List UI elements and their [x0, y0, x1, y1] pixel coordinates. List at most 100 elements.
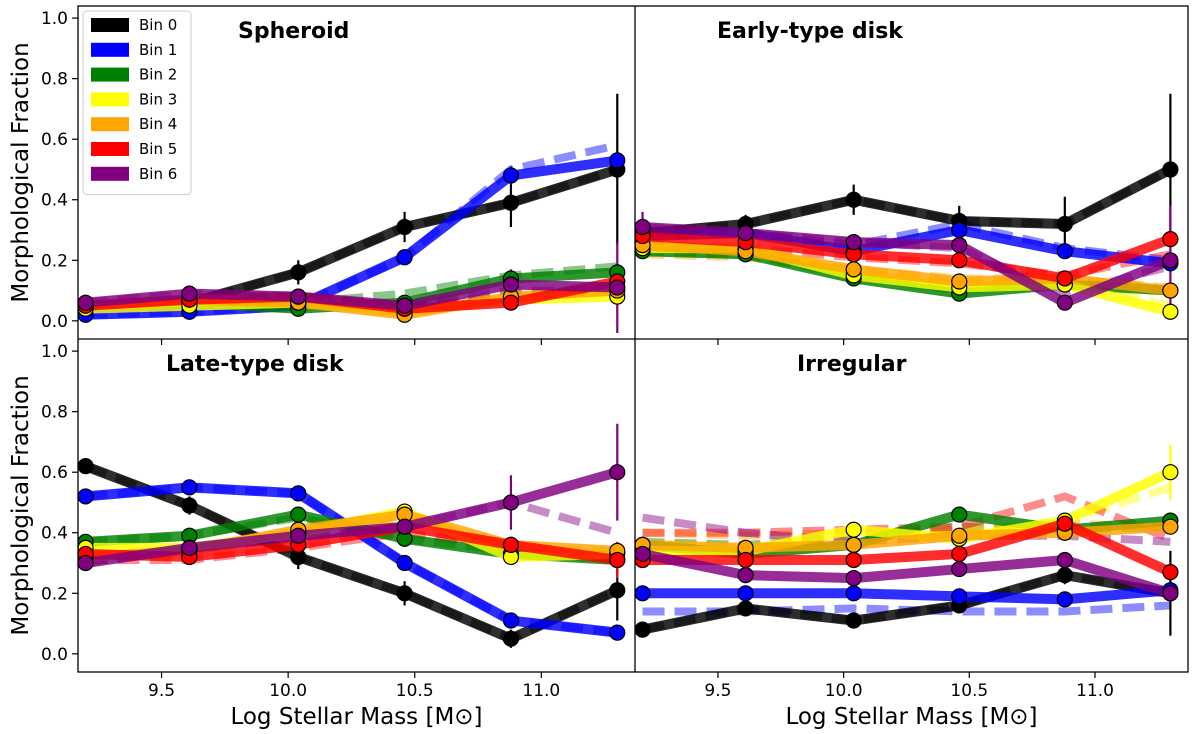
legend-swatch-bin-2 [91, 67, 129, 82]
series-line-bin-5 [642, 518, 1173, 577]
y-tick-label: 0.8 [41, 403, 68, 423]
x-tick-label: 9.5 [148, 681, 175, 701]
panel-title: Irregular [797, 352, 907, 377]
data-point [181, 497, 198, 514]
plot-region [635, 444, 1179, 638]
data-point [1056, 243, 1073, 260]
panel-late-type-disk: 9.5 10.0 10.5 11.0 0.0 0.2 0.4 0.6 0.8 1.0 Late-t… [41, 342, 626, 701]
axis-ticks: 0.0 0.2 0.4 0.6 0.8 1.0 [41, 9, 542, 345]
data-point [1162, 303, 1179, 320]
data-point [609, 551, 626, 569]
data-point [845, 570, 862, 587]
data-point [502, 194, 520, 211]
legend-swatch-bin-0 [91, 18, 129, 32]
y-tick-label: 0.6 [41, 463, 68, 483]
data-point [502, 294, 520, 311]
data-point [396, 554, 413, 572]
data-point [396, 249, 413, 266]
panel-irregular: 9.5 10.0 10.5 11.0 Irregular [635, 352, 1179, 701]
data-point [951, 560, 968, 578]
data-point [1162, 231, 1179, 248]
legend-swatch-bin-5 [91, 142, 129, 156]
data-point [951, 252, 968, 269]
data-point [635, 218, 651, 236]
series-line-bin-0 [83, 461, 620, 644]
data-point [78, 294, 94, 311]
data-point [609, 624, 626, 641]
x-axis-label: Log Stellar Mass [M⊙] [785, 704, 1037, 730]
panel-title: Early-type disk [717, 19, 904, 44]
legend-label: Bin 4 [139, 115, 177, 133]
data-point [845, 551, 862, 569]
y-tick-label: 0.2 [41, 251, 68, 271]
y-axis-label: Morphological Fraction [8, 375, 34, 635]
series-line-bin-6 [641, 549, 1172, 599]
axes-frame [77, 5, 1189, 673]
data-point [1162, 464, 1179, 481]
series-line-bin-0 [642, 165, 1173, 239]
plot-region [635, 93, 1179, 320]
data-point [951, 221, 968, 239]
plot-region [78, 93, 626, 333]
data-point [502, 612, 520, 629]
data-point [396, 297, 413, 314]
data-point [1056, 551, 1073, 569]
y-tick-label: 0.2 [41, 584, 68, 604]
series-line-bin-1 [642, 585, 1171, 605]
data-point [737, 224, 754, 242]
data-point [290, 264, 307, 281]
data-point [502, 494, 520, 511]
y-tick-label: 1.0 [41, 342, 68, 362]
data-point [951, 237, 968, 254]
data-point [609, 152, 626, 169]
data-point [78, 554, 94, 572]
y-tick-label: 0.4 [41, 191, 68, 211]
x-tick-label: 11.0 [1076, 681, 1114, 701]
data-point [290, 506, 307, 523]
y-tick-label: 0.8 [41, 70, 68, 90]
data-point [951, 527, 968, 544]
data-point [845, 585, 862, 602]
series-line-bin-0 [641, 570, 1172, 635]
data-point [1162, 518, 1179, 535]
data-point [1162, 563, 1179, 581]
data-point [737, 567, 754, 584]
y-tick-label: 0.4 [41, 524, 68, 544]
data-point [502, 167, 520, 184]
data-point [951, 273, 968, 290]
data-point [635, 621, 651, 638]
legend: Bin 0 Bin 1 Bin 2 Bin 3 Bin 4 Bin 5 Bin 6 [82, 10, 192, 196]
data-point [78, 458, 94, 475]
data-point [290, 527, 307, 544]
x-tick-label: 11.0 [522, 681, 560, 701]
data-point [609, 582, 626, 599]
data-point [737, 585, 754, 602]
legend-swatch-bin-3 [91, 92, 129, 107]
data-point [1162, 252, 1179, 269]
panel-title: Late-type disk [166, 352, 345, 377]
panel-early-type-disk: Early-type disk [635, 19, 1179, 345]
legend-swatch-bin-6 [91, 166, 129, 181]
data-point [78, 488, 94, 505]
data-point [951, 545, 968, 563]
legend-swatch-bin-1 [91, 42, 129, 57]
data-point [845, 261, 862, 278]
data-point [845, 536, 862, 553]
data-point [737, 600, 754, 617]
panel-spheroid: 0.0 0.2 0.4 0.6 0.8 1.0 Spheroid [41, 9, 626, 345]
x-tick-label: 9.5 [704, 681, 731, 701]
x-tick-label: 10.0 [269, 681, 307, 701]
data-point [1056, 515, 1073, 532]
data-point [635, 585, 651, 602]
data-point [396, 218, 413, 236]
data-point [502, 276, 520, 293]
legend-label: Bin 5 [139, 140, 177, 158]
legend-label: Bin 0 [139, 16, 177, 34]
y-tick-label: 0.6 [41, 130, 68, 150]
data-point [290, 485, 307, 502]
data-point [1162, 282, 1179, 299]
series-line-bin-6 [84, 467, 619, 568]
data-point [1056, 215, 1073, 233]
